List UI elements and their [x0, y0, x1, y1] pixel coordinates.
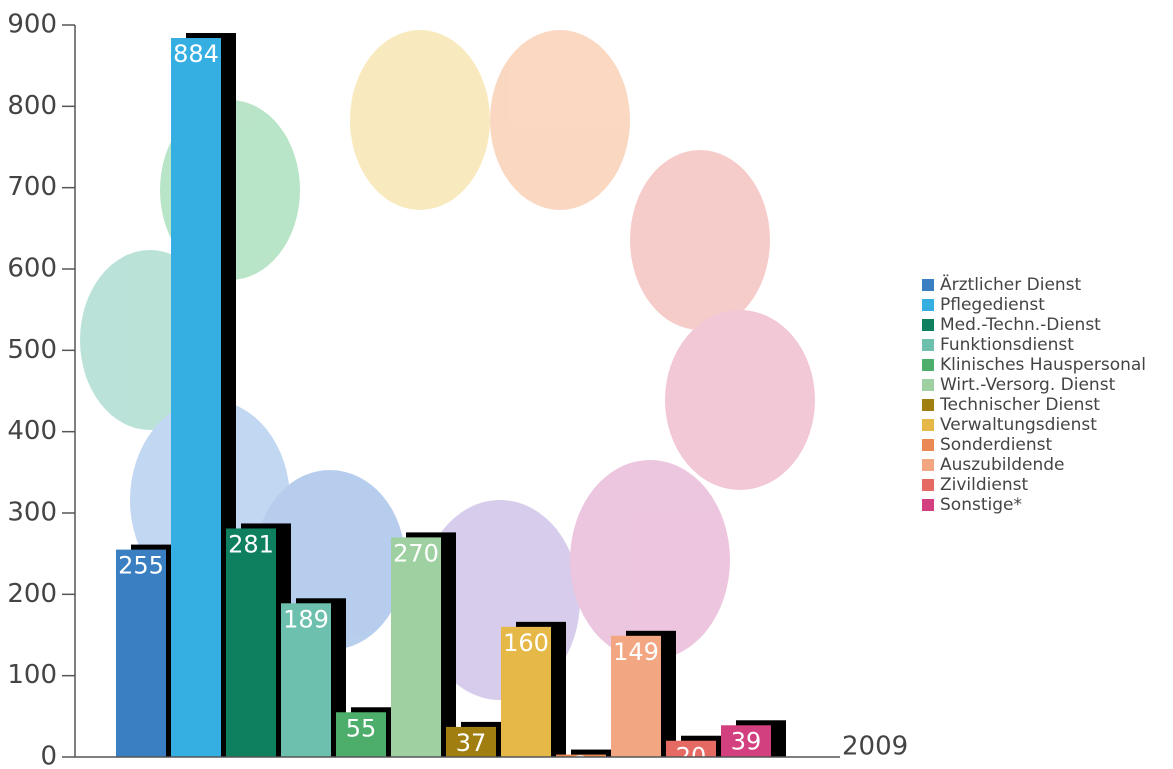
legend-label: Ärztlicher Dienst: [940, 274, 1082, 295]
category-label: 2009: [842, 732, 908, 762]
legend-swatch: [922, 279, 934, 291]
bar: [666, 740, 716, 757]
legend-label: Med.-Techn.-Dienst: [940, 315, 1101, 335]
y-tick-label: 800: [7, 91, 57, 121]
value-label: 189: [283, 605, 329, 633]
value-label: 270: [393, 539, 439, 567]
y-tick-label: 100: [7, 660, 57, 690]
value-label: 55: [346, 714, 377, 742]
y-tick-label: 900: [7, 10, 57, 40]
value-label: 281: [228, 530, 274, 558]
y-tick-label: 500: [7, 335, 57, 365]
y-tick-label: 600: [7, 254, 57, 284]
value-label: 149: [613, 638, 659, 666]
bar: [611, 635, 661, 757]
y-tick-label: 300: [7, 498, 57, 528]
bar: [281, 603, 331, 757]
legend-swatch: [922, 379, 934, 391]
bar: [226, 528, 276, 757]
bar: [501, 626, 551, 757]
bar: [721, 725, 771, 757]
legend-label: Zivildienst: [940, 475, 1028, 495]
bar-shadow: [571, 749, 621, 757]
legend-swatch: [922, 419, 934, 431]
y-tick-label: 400: [7, 416, 57, 446]
bar: [446, 726, 496, 757]
legend-swatch: [922, 319, 934, 331]
legend-label: Wirt.-Versorg. Dienst: [940, 375, 1116, 395]
y-tick-label: 700: [7, 172, 57, 202]
bar: [171, 38, 221, 758]
legend-swatch: [922, 499, 934, 511]
legend-label: Funktionsdienst: [940, 335, 1074, 355]
bar: [116, 549, 166, 757]
legend-swatch: [922, 299, 934, 311]
value-label: 255: [118, 552, 164, 580]
legend-swatch: [922, 359, 934, 371]
legend-label: Pflegedienst: [940, 295, 1045, 315]
legend-swatch: [922, 399, 934, 411]
value-label: 160: [503, 629, 549, 657]
plot-area: 0 100 200 300 400 500 600 700 800 900 255 884 281 189…: [7, 10, 908, 769]
legend-swatch: [922, 479, 934, 491]
value-label: 37: [456, 729, 487, 757]
value-label: 3: [573, 751, 588, 769]
value-label: 884: [173, 40, 219, 68]
legend-swatch: [922, 439, 934, 451]
legend-label: Klinisches Hauspersonal: [940, 355, 1146, 375]
bar: [391, 537, 441, 757]
y-tick-label: 0: [40, 742, 57, 769]
value-label: 20: [676, 743, 707, 769]
legend: Ärztlicher DienstPflegedienstMed.-Techn.…: [922, 274, 1146, 515]
bar: [336, 712, 386, 757]
value-label: 39: [731, 727, 762, 755]
legend-label: Sonderdienst: [940, 435, 1053, 455]
y-tick-label: 200: [7, 579, 57, 609]
legend-swatch: [922, 459, 934, 471]
bar: [556, 754, 606, 757]
legend-label: Auszubildende: [940, 455, 1064, 475]
legend-label: Verwaltungsdienst: [940, 415, 1097, 435]
legend-label: Sonstige*: [940, 495, 1022, 515]
legend-label: Technischer Dienst: [939, 395, 1100, 415]
legend-swatch: [922, 339, 934, 351]
